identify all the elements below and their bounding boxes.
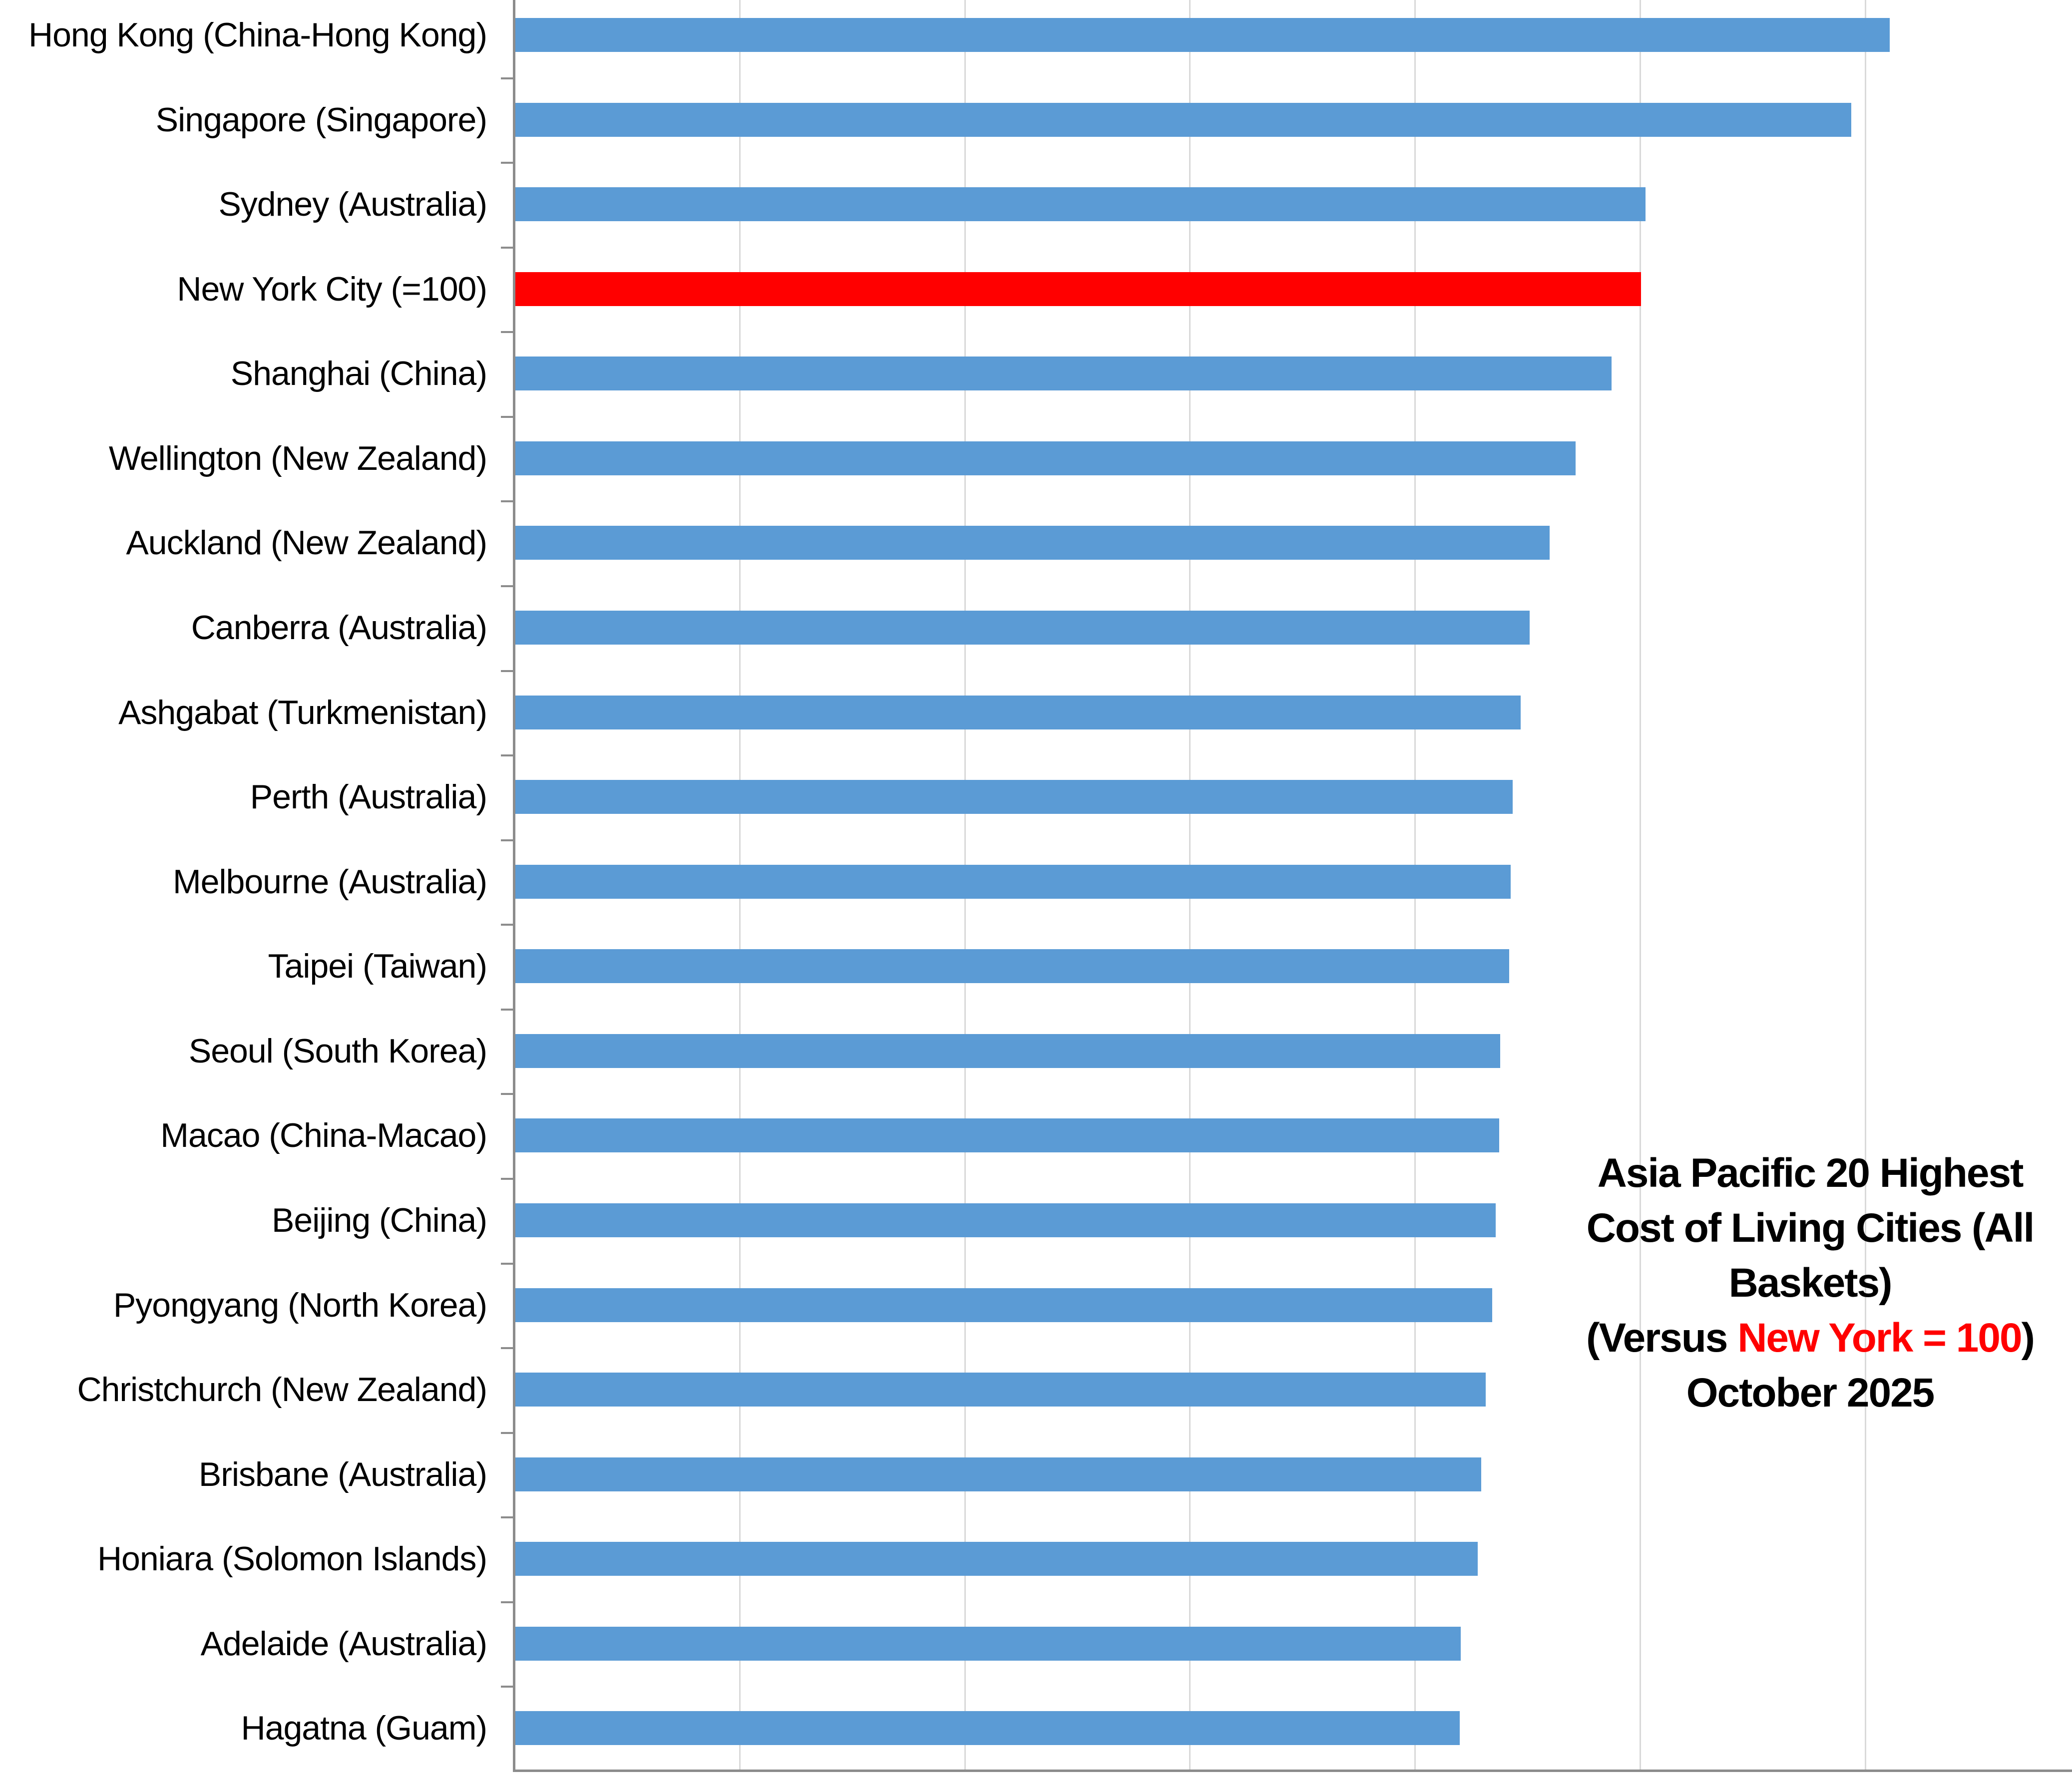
axis-tick <box>501 162 514 164</box>
axis-tick <box>501 839 514 841</box>
bar <box>515 1542 1478 1576</box>
axis-tick <box>501 1093 514 1095</box>
chart-title: Asia Pacific 20 Highest Cost of Living C… <box>1548 1146 2072 1421</box>
axis-tick <box>501 1262 514 1265</box>
axis-tick <box>501 415 514 418</box>
axis-tick <box>501 500 514 503</box>
category-label: Singapore (Singapore) <box>155 100 487 139</box>
category-label: Wellington (New Zealand) <box>108 439 487 477</box>
axis-tick <box>501 331 514 334</box>
bar <box>515 1457 1481 1491</box>
axis-tick <box>501 246 514 249</box>
category-label: Melbourne (Australia) <box>172 862 487 901</box>
axis-tick <box>501 1347 514 1350</box>
axis-tick <box>501 1516 514 1519</box>
bar <box>515 1034 1501 1068</box>
category-label: Canberra (Australia) <box>191 608 487 647</box>
category-label: Brisbane (Australia) <box>198 1455 487 1493</box>
gridline-100 <box>1640 0 1641 1771</box>
subtitle-prefix: (Versus <box>1586 1315 1738 1361</box>
category-label: New York City (=100) <box>177 270 487 308</box>
bar <box>515 695 1521 729</box>
title-line-3: Baskets) <box>1728 1260 1893 1306</box>
bar <box>515 1373 1486 1407</box>
bar <box>515 18 1890 52</box>
category-label: Honiara (Solomon Islands) <box>97 1540 487 1578</box>
bar <box>515 1203 1496 1237</box>
bar <box>515 1711 1460 1746</box>
gridline-120 <box>1864 0 1866 1771</box>
y-axis-line <box>513 0 515 1772</box>
category-label: Sydney (Australia) <box>218 185 487 224</box>
bar <box>515 780 1513 814</box>
category-label: Beijing (China) <box>272 1201 487 1239</box>
axis-tick <box>501 1601 514 1603</box>
category-label: Macao (China-Macao) <box>160 1116 487 1155</box>
axis-tick <box>501 1431 514 1434</box>
axis-tick <box>501 670 514 672</box>
subtitle-suffix: ) <box>2021 1315 2035 1361</box>
axis-tick <box>501 754 514 757</box>
category-label: Perth (Australia) <box>250 778 487 816</box>
bar <box>515 949 1510 984</box>
axis-tick <box>501 924 514 926</box>
category-label: Auckland (New Zealand) <box>126 524 487 562</box>
category-label: Pyongyang (North Korea) <box>113 1286 487 1324</box>
bar <box>515 864 1511 899</box>
category-label: Seoul (South Korea) <box>188 1032 487 1070</box>
axis-tick <box>501 1177 514 1180</box>
bar <box>515 610 1530 645</box>
category-label: Shanghai (China) <box>230 355 487 393</box>
bar <box>515 356 1612 391</box>
title-line-2: Cost of Living Cities (All <box>1586 1205 2035 1251</box>
bar <box>515 187 1646 222</box>
title-line-1: Asia Pacific 20 Highest <box>1597 1150 2024 1196</box>
category-label: Hagatna (Guam) <box>241 1709 487 1748</box>
category-label: Ashgabat (Turkmenistan) <box>118 693 487 731</box>
bar <box>515 1288 1493 1322</box>
bar <box>515 1118 1499 1153</box>
axis-tick <box>501 585 514 587</box>
category-label: Adelaide (Australia) <box>200 1624 487 1663</box>
category-label: Taipei (Taiwan) <box>268 947 487 986</box>
bar <box>515 102 1852 137</box>
bar-highlight-new-york <box>515 272 1641 306</box>
subtitle-highlight: New York = 100 <box>1737 1315 2022 1361</box>
axis-tick <box>501 1686 514 1688</box>
x-axis-line <box>513 1770 2072 1772</box>
axis-tick <box>501 77 514 79</box>
axis-tick <box>501 1008 514 1011</box>
category-label: Christchurch (New Zealand) <box>77 1371 487 1409</box>
title-line-5: October 2025 <box>1686 1370 1935 1416</box>
title-line-4: (Versus New York = 100) <box>1548 1311 2072 1366</box>
bar <box>515 526 1550 560</box>
category-label: Hong Kong (China-Hong Kong) <box>28 16 487 54</box>
bar <box>515 1626 1461 1661</box>
bar <box>515 441 1576 475</box>
